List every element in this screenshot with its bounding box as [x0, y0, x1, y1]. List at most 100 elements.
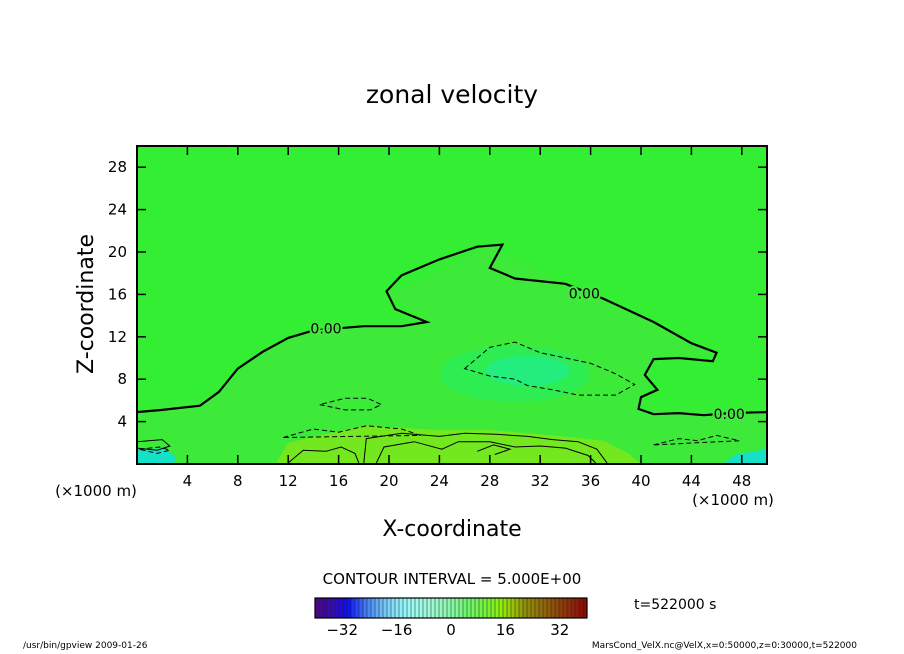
x-tick-label: 20	[379, 472, 398, 490]
colorbar-swatch	[335, 598, 340, 618]
colorbar-swatch	[459, 598, 464, 618]
field-cyan-region-right	[722, 449, 767, 464]
colorbar-swatch	[491, 598, 496, 618]
colorbar-tick-label: 16	[496, 621, 515, 639]
negative-contour-line	[283, 425, 421, 438]
colorbar-swatch	[387, 598, 392, 618]
colorbar-ticks: −32 −16 0 16 32	[326, 621, 569, 639]
colorbar-swatch	[507, 598, 512, 618]
x-tick-label: 32	[531, 472, 550, 490]
colorbar-frame	[314, 597, 588, 619]
x-tick-label: 8	[233, 472, 243, 490]
colorbar-swatch	[535, 598, 540, 618]
negative-contour-line	[463, 341, 636, 396]
colorbar-tick-label: −16	[381, 621, 413, 639]
z-unit-label: (×1000 m)	[55, 482, 137, 500]
colorbar-swatch	[451, 598, 456, 618]
colorbar-tick-label: 32	[550, 621, 569, 639]
colorbar-tick-label: 0	[446, 621, 456, 639]
colorbar-swatch	[331, 598, 336, 618]
contour-lines: 0.00 0.00 0.00	[137, 243, 767, 464]
colorbar-swatch	[339, 598, 344, 618]
colorbar-swatch	[503, 598, 508, 618]
x-tick-label: 36	[581, 472, 600, 490]
colorbar-swatch	[395, 598, 400, 618]
colorbar-swatch	[495, 598, 500, 618]
colorbar-swatch	[427, 598, 432, 618]
colorbar-swatch	[563, 598, 568, 618]
colorbar-swatch	[475, 598, 480, 618]
y-tick-label: 12	[108, 328, 127, 346]
colorbar-swatch	[471, 598, 476, 618]
colorbar-swatch	[539, 598, 544, 618]
plot-area: 0.000.000.00 4 8 12 16 20 24 28 32 36 40 44 48 4812…	[108, 145, 768, 490]
y-tick-label: 4	[117, 413, 127, 431]
footer-right-text: MarsCond_VelX.nc@VelX,x=0:50000,z=0:3000…	[591, 641, 857, 651]
colorbar-swatch	[559, 598, 564, 618]
colorbar-swatch	[483, 598, 488, 618]
colorbar-swatch	[467, 598, 472, 618]
colorbar-swatch	[443, 598, 448, 618]
positive-contour-line	[137, 439, 171, 451]
colorbar-swatch	[371, 598, 376, 618]
colorbar-swatch	[435, 598, 440, 618]
footer-left-text: /usr/bin/gpview 2009-01-26	[23, 641, 148, 651]
contour-label: 0.00	[714, 407, 745, 423]
zero-contour-line	[137, 243, 767, 417]
contour-label: 0.00	[569, 286, 600, 302]
colorbar-swatch	[511, 598, 516, 618]
colorbar-swatch	[415, 598, 420, 618]
colorbar-swatch	[571, 598, 576, 618]
colorbar-swatch	[527, 598, 532, 618]
x-tick-label: 24	[430, 472, 449, 490]
x-axis: 4 8 12 16 20 24 28 32 36 40 44 48	[183, 146, 751, 490]
colorbar-swatch	[355, 598, 360, 618]
x-tick-label: 40	[631, 472, 650, 490]
positive-contour-line	[363, 432, 608, 464]
positive-contour-line	[477, 444, 512, 455]
colorbar-swatch	[499, 598, 504, 618]
colorbar-swatch	[583, 598, 588, 618]
colorbar-swatch	[551, 598, 556, 618]
contour-interval-label: CONTOUR INTERVAL = 5.000E+00	[323, 570, 582, 588]
colorbar-swatch	[343, 598, 348, 618]
y-tick-label: 8	[117, 370, 127, 388]
positive-contour-line	[287, 446, 360, 464]
colorbar-swatch	[531, 598, 536, 618]
y-tick-label: 24	[108, 201, 127, 219]
colorbar-swatch	[315, 598, 320, 618]
y-axis: 4 8 12 16 20 24 28	[108, 158, 767, 431]
colorbar-swatch	[403, 598, 408, 618]
colorbar-swatch	[519, 598, 524, 618]
colorbar-swatch	[391, 598, 396, 618]
colorbar-swatch	[379, 598, 384, 618]
colorbar-swatch	[375, 598, 380, 618]
negative-contour-line	[139, 446, 172, 454]
colorbar-swatch	[543, 598, 548, 618]
colorbar-swatch	[575, 598, 580, 618]
colorbar-swatch	[423, 598, 428, 618]
colorbar-swatch	[411, 598, 416, 618]
colorbar-swatch	[383, 598, 388, 618]
x-unit-label: (×1000 m)	[692, 491, 774, 509]
colorbar-swatch	[323, 598, 328, 618]
x-tick-label: 16	[329, 472, 348, 490]
colorbar-swatch	[455, 598, 460, 618]
y-tick-label: 16	[108, 285, 127, 303]
colorbar-swatch	[359, 598, 364, 618]
colorbar-swatch	[523, 598, 528, 618]
colorbar-swatch	[479, 598, 484, 618]
colorbar-swatch	[347, 598, 352, 618]
colorbar-tick-label: −32	[326, 621, 358, 639]
colorbar-swatch	[363, 598, 368, 618]
chart-title: zonal velocity	[366, 80, 538, 109]
field-core-region	[485, 355, 570, 386]
y-tick-label: 20	[108, 243, 127, 261]
colorbar-swatch	[407, 598, 412, 618]
contour-label: 0.00	[310, 321, 341, 337]
y-axis-label: Z-coordinate	[74, 234, 99, 374]
colorbar-swatch	[367, 598, 372, 618]
time-label: t=522000 s	[634, 597, 716, 613]
colorbar-swatch	[487, 598, 492, 618]
